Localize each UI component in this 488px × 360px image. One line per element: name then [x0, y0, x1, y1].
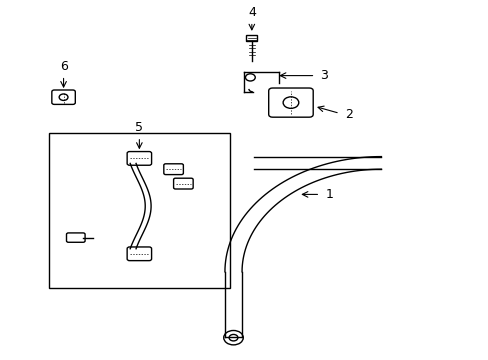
FancyBboxPatch shape — [163, 164, 183, 175]
Text: 3: 3 — [320, 69, 327, 82]
Text: 1: 1 — [325, 188, 332, 201]
FancyBboxPatch shape — [52, 90, 75, 104]
Text: 5: 5 — [135, 121, 143, 134]
Text: 6: 6 — [60, 60, 67, 73]
FancyBboxPatch shape — [268, 88, 312, 117]
FancyBboxPatch shape — [246, 35, 257, 41]
FancyBboxPatch shape — [127, 247, 151, 261]
FancyBboxPatch shape — [127, 152, 151, 165]
FancyBboxPatch shape — [66, 233, 85, 242]
Text: 2: 2 — [344, 108, 352, 121]
Bar — [49, 133, 229, 288]
FancyBboxPatch shape — [173, 178, 193, 189]
Text: 4: 4 — [247, 6, 255, 19]
